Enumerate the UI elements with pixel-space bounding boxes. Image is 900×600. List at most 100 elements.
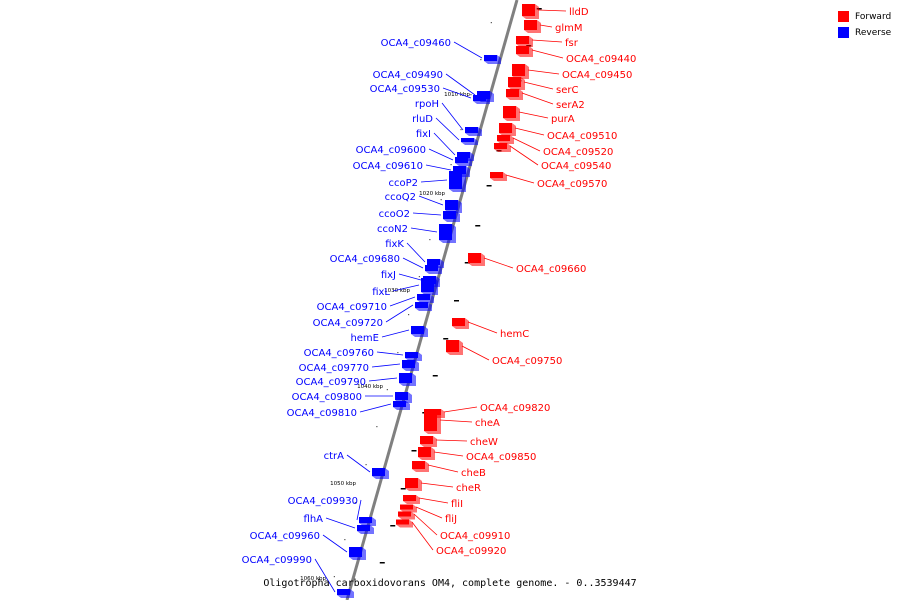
oca4-c09610-gene-block bbox=[453, 166, 466, 174]
tick-dot bbox=[333, 576, 335, 578]
oca4-c09930-leader bbox=[356, 499, 362, 521]
tick-dot bbox=[344, 539, 346, 541]
hemc-label: hemC bbox=[500, 329, 529, 340]
oca4-c09720-gene-block bbox=[415, 302, 428, 308]
oca4-c09760-leader bbox=[376, 351, 404, 356]
ccop2-leader bbox=[420, 179, 448, 183]
oca4-c09920-label: OCA4_c09920 bbox=[436, 546, 506, 557]
fixj-leader bbox=[398, 273, 422, 281]
tick-dot bbox=[418, 276, 420, 278]
ccoo2-leader bbox=[412, 212, 442, 216]
oca4-c09810-label: OCA4_c09810 bbox=[287, 408, 357, 419]
oca4-c09510-label: OCA4_c09510 bbox=[547, 131, 617, 142]
tick-mark bbox=[464, 262, 470, 264]
fixi-label: fixI bbox=[416, 129, 431, 140]
oca4-c09440-gene-block bbox=[516, 46, 529, 54]
oca4-c09790-gene-block bbox=[399, 373, 412, 383]
sera2-gene-block bbox=[506, 89, 519, 97]
oca4-c09930-label: OCA4_c09930 bbox=[288, 496, 358, 507]
oca4-c09440-label: OCA4_c09440 bbox=[566, 54, 636, 65]
glmm-label: glmM bbox=[555, 23, 583, 34]
oca4-c09910-gene-block bbox=[398, 511, 411, 517]
flha-gene-block bbox=[357, 525, 370, 531]
flii-label: fliI bbox=[451, 499, 463, 510]
oca4-c09750-label: OCA4_c09750 bbox=[492, 356, 562, 367]
hemc-leader bbox=[467, 321, 498, 334]
flha-label: flhA bbox=[304, 514, 324, 525]
oca4-c09800-gene-block bbox=[395, 392, 408, 400]
flij-gene-block bbox=[400, 504, 413, 510]
chew-label: cheW bbox=[470, 437, 498, 448]
serc-gene-block bbox=[508, 77, 521, 87]
oca4-c09660-gene-block bbox=[468, 253, 481, 263]
lldd-gene-block bbox=[522, 4, 535, 16]
ccop2-gene-block bbox=[449, 171, 462, 189]
oca4-c09710-leader bbox=[389, 296, 416, 307]
rpoh-leader bbox=[441, 102, 464, 131]
oca4-c09920-gene-block bbox=[396, 519, 409, 525]
oca4-c09610-label: OCA4_c09610 bbox=[353, 161, 423, 172]
oca4-c09530-label: OCA4_c09530 bbox=[370, 84, 440, 95]
oca4-c09790-leader bbox=[368, 377, 398, 382]
chea-label: cheA bbox=[475, 418, 500, 429]
oca4-c09920-leader bbox=[411, 521, 434, 551]
tick-dot bbox=[450, 164, 452, 166]
fixk-label: fixK bbox=[385, 239, 404, 250]
tick-mark bbox=[486, 185, 492, 187]
ccoq2-label: ccoQ2 bbox=[385, 192, 416, 203]
rpoh-gene-block bbox=[465, 127, 478, 133]
tick-dot bbox=[354, 502, 356, 504]
fixl-gene-block bbox=[421, 278, 434, 292]
oca4-c09570-gene-block bbox=[490, 172, 503, 178]
rpoh-label: rpoH bbox=[415, 99, 439, 110]
fixj-label: fixJ bbox=[381, 270, 396, 281]
oca4-c09710-gene-block bbox=[417, 294, 430, 300]
tick-mark bbox=[400, 488, 406, 490]
legend-reverse-label: Reverse bbox=[855, 27, 892, 38]
ccon2-gene-block bbox=[439, 224, 452, 240]
tick-mark bbox=[475, 225, 481, 227]
oca4-c09510-gene-block bbox=[499, 123, 512, 133]
oca4-c09820-leader bbox=[443, 406, 478, 413]
fixk-gene-block bbox=[427, 259, 440, 265]
ccoo2-gene-block bbox=[443, 211, 456, 219]
oca4-c09960-leader bbox=[322, 534, 348, 553]
oca4-c09770-leader bbox=[371, 363, 401, 368]
legend-reverse: Reverse bbox=[838, 25, 891, 40]
tick-mark bbox=[536, 8, 542, 10]
oca4-c09710-label: OCA4_c09710 bbox=[317, 302, 387, 313]
tick-mark bbox=[432, 375, 438, 377]
tick-mark bbox=[379, 562, 385, 564]
oca4-c09850-label: OCA4_c09850 bbox=[466, 452, 536, 463]
serc-label: serC bbox=[556, 85, 578, 96]
pura-gene-block bbox=[503, 106, 516, 118]
tick-dot bbox=[386, 389, 388, 391]
oca4-c09990-gene-block bbox=[337, 589, 350, 595]
oca4-c09770-gene-block bbox=[402, 360, 415, 368]
scale-label: 1060 kbp bbox=[300, 576, 326, 582]
sera2-label: serA2 bbox=[556, 100, 585, 111]
oca4-c09540-label: OCA4_c09540 bbox=[541, 161, 611, 172]
tick-dot bbox=[470, 94, 472, 96]
fsr-label: fsr bbox=[565, 38, 579, 49]
oca4-c09540-gene-block bbox=[494, 143, 507, 149]
oca4-c09610-leader bbox=[425, 164, 452, 171]
oca4-c09820-label: OCA4_c09820 bbox=[480, 403, 550, 414]
oca4-c09460-gene-block bbox=[484, 55, 497, 61]
oca4-c09800-label: OCA4_c09800 bbox=[292, 392, 362, 403]
reverse-genes: OCA4_c09460 OCA4_c09490 OCA4_c09530 rpoH rlu… bbox=[242, 38, 501, 598]
oca4-c09720-label: OCA4_c09720 bbox=[313, 318, 383, 329]
oca4-c09490-leader bbox=[445, 73, 476, 96]
strand-legend: Forward Reverse bbox=[838, 9, 891, 41]
rlud-label: rluD bbox=[412, 114, 433, 125]
fixi-gene-block bbox=[457, 152, 470, 158]
ctra-leader bbox=[346, 454, 371, 473]
oca4-c09960-label: OCA4_c09960 bbox=[250, 531, 320, 542]
tick-dot bbox=[408, 314, 410, 316]
oca4-c09790-label: OCA4_c09790 bbox=[296, 377, 366, 388]
lldd-label: lldD bbox=[569, 7, 589, 18]
tick-dot bbox=[365, 464, 367, 466]
oca4-c09680-leader bbox=[402, 257, 424, 269]
ccon2-leader bbox=[410, 227, 438, 233]
oca4-c09520-label: OCA4_c09520 bbox=[543, 147, 613, 158]
